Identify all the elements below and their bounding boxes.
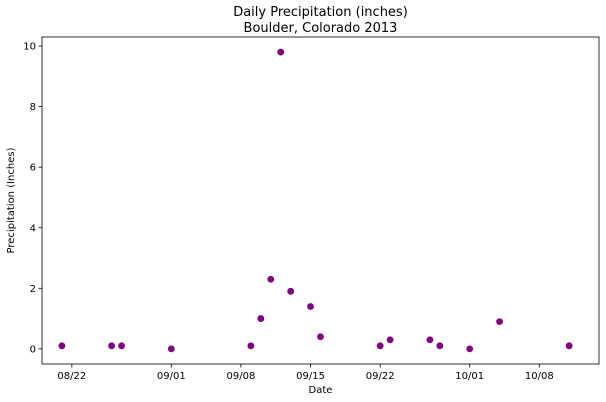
data-point bbox=[496, 318, 503, 326]
x-tick-label: 08/22 bbox=[57, 371, 86, 382]
x-tick-label: 09/15 bbox=[296, 371, 325, 382]
data-point bbox=[257, 315, 265, 322]
y-axis-label: Precipitation (Inches) bbox=[6, 147, 17, 253]
data-point bbox=[386, 336, 394, 344]
x-tick-label: 09/22 bbox=[366, 371, 395, 382]
chart-title: Daily Precipitation (inches) Boulder, Co… bbox=[233, 5, 408, 36]
x-axis-label: Date bbox=[309, 385, 333, 396]
x-tick-label: 09/01 bbox=[157, 371, 186, 382]
x-tick-label: 10/01 bbox=[455, 371, 484, 382]
y-tick-label: 10 bbox=[23, 42, 36, 53]
y-tick-label: 6 bbox=[30, 163, 36, 174]
chart-title-line-2: Boulder, Colorado 2013 bbox=[244, 21, 398, 36]
data-point bbox=[247, 342, 255, 350]
data-point bbox=[307, 303, 314, 310]
data-point bbox=[426, 336, 434, 344]
y-tick-label: 0 bbox=[30, 344, 36, 355]
plot-frame bbox=[41, 36, 600, 365]
y-tick-label: 2 bbox=[30, 284, 36, 295]
data-point bbox=[376, 342, 384, 350]
data-point bbox=[108, 342, 116, 350]
data-points bbox=[58, 48, 573, 353]
y-tick-label: 8 bbox=[30, 102, 36, 113]
data-point bbox=[436, 342, 444, 350]
data-point bbox=[118, 342, 125, 350]
data-point bbox=[277, 48, 285, 56]
y-tick-label: 4 bbox=[30, 223, 36, 234]
x-tick-label: 09/08 bbox=[227, 371, 256, 382]
chart-title-line-1: Daily Precipitation (inches) bbox=[233, 5, 408, 20]
data-point bbox=[317, 333, 324, 341]
data-point bbox=[267, 275, 275, 283]
y-axis-ticks: 0 2 4 6 8 10 bbox=[23, 42, 42, 355]
data-point bbox=[58, 342, 66, 350]
data-point bbox=[565, 342, 573, 350]
data-point bbox=[466, 345, 474, 353]
x-axis-ticks: 08/22 09/01 09/08 09/15 09/22 10/01 10/08 bbox=[57, 364, 554, 382]
data-point bbox=[167, 345, 175, 353]
data-point bbox=[287, 287, 295, 295]
plot-area bbox=[41, 36, 600, 365]
x-tick-label: 10/08 bbox=[525, 371, 554, 382]
